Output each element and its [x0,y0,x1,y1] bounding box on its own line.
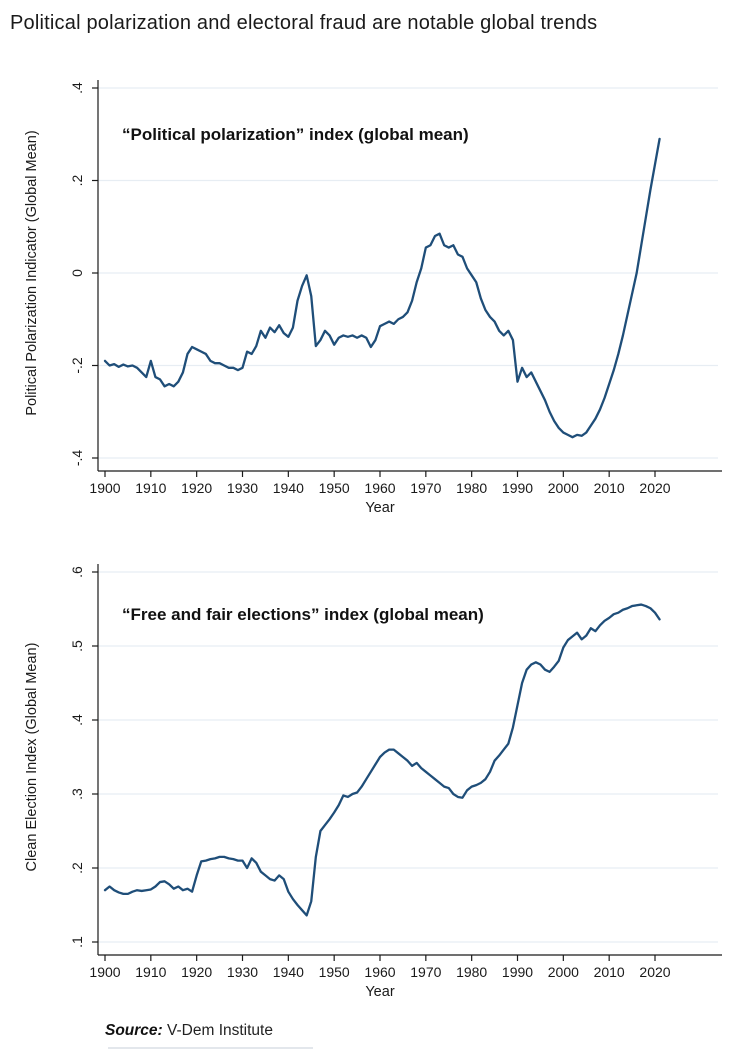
x-tick-label: 1990 [502,964,533,980]
x-tick-label: 1930 [227,480,258,496]
x-tick-label: 1980 [456,964,487,980]
y-tick-label: .3 [69,788,85,800]
x-tick-label: 2020 [639,480,670,496]
x-axis-title: Year [365,500,394,516]
x-tick-label: 2010 [594,480,625,496]
source-text: V-Dem Institute [162,1022,273,1039]
x-tick-label: 1920 [181,964,212,980]
chart-title: “Free and fair elections” index (global … [122,605,484,624]
political-polarization-chart: .4 .2 0 -.2 -.4 1900 1910 1920 1930 1940 1950 1960 1… [10,58,722,535]
y-tick-label: .5 [69,640,85,652]
x-tick-label: 1970 [410,480,441,496]
y-tick-label: .2 [69,174,85,186]
x-tick-label: 1940 [273,480,304,496]
x-tick-label: 1960 [364,964,395,980]
x-tick-label: 2000 [548,964,579,980]
clean-elections-chart: .6 .5 .4 .3 .2 .1 1900 1910 1920 1930 1940 1950 1960… [10,545,722,1028]
source-note: Source: V-Dem Institute [105,1022,273,1040]
y-axis-title: Clean Election Index (Global Mean) [24,643,40,872]
y-tick-label: 0 [69,269,85,277]
x-tick-label: 1950 [319,480,350,496]
x-tick-label: 2010 [594,964,625,980]
chart-canvas: .6 .5 .4 .3 .2 .1 1900 1910 1920 1930 1940 1950 1960… [24,564,722,1000]
x-tick-label: 1980 [456,480,487,496]
y-axis-title: Political Polarization Indicator (Global… [24,130,40,415]
clipped-text-remnant [108,1047,313,1049]
y-tick-label: .1 [69,936,85,948]
source-label: Source: [105,1022,163,1039]
x-tick-label: 1950 [319,964,350,980]
x-tick-label: 1910 [135,480,166,496]
x-tick-label: 1920 [181,480,212,496]
y-tick-label: .6 [69,566,85,578]
x-tick-label: 1900 [89,480,120,496]
y-tick-label: .4 [69,714,85,726]
chart-title: “Political polarization” index (global m… [122,125,469,144]
x-tick-label: 2020 [639,964,670,980]
x-tick-label: 2000 [548,480,579,496]
y-tick-label: .2 [69,862,85,874]
series-line [103,603,661,917]
x-tick-label: 1960 [364,480,395,496]
x-axis-title: Year [365,984,394,1000]
x-tick-label: 1900 [89,964,120,980]
x-tick-label: 1930 [227,964,258,980]
y-tick-label: .4 [69,82,85,94]
page-title: Political polarization and electoral fra… [10,12,598,34]
x-tick-label: 1990 [502,480,533,496]
series-line [103,137,661,439]
y-tick-label: -.2 [69,357,85,374]
x-tick-label: 1940 [273,964,304,980]
x-tick-label: 1910 [135,964,166,980]
y-tick-label: -.4 [69,450,85,467]
x-tick-label: 1970 [410,964,441,980]
